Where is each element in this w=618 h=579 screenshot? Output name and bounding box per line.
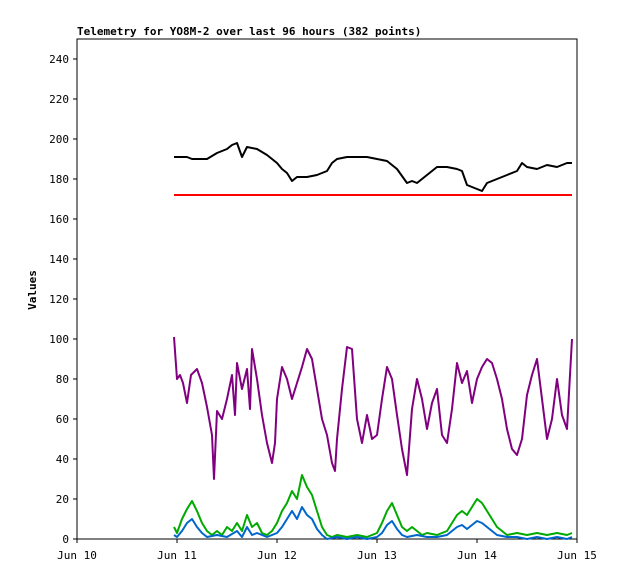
- y-tick-label: 20: [56, 493, 69, 506]
- x-tick-label: Jun 12: [257, 549, 297, 562]
- plot-area: 0 20 40 60 80 100 120 140 160 180 200 220 240 Jun 10 J…: [49, 38, 597, 562]
- y-tick-label: 120: [49, 293, 69, 306]
- x-tick-label: Jun 10: [57, 549, 97, 562]
- y-axis-label: Values: [26, 270, 39, 310]
- y-tick-label: 200: [49, 133, 69, 146]
- x-tick-label: Jun 13: [357, 549, 397, 562]
- x-tick-label: Jun 15: [557, 549, 597, 562]
- x-tick-label: Jun 11: [157, 549, 197, 562]
- y-tick-label: 140: [49, 253, 69, 266]
- y-tick-label: 80: [56, 373, 69, 386]
- y-tick-label: 60: [56, 413, 69, 426]
- y-tick-label: 220: [49, 93, 69, 106]
- y-tick-label: 160: [49, 213, 69, 226]
- series-line-3: [173, 474, 573, 538]
- chart-title: Telemetry for YO8M-2 over last 96 hours …: [77, 25, 421, 38]
- series-line-0: [174, 142, 572, 192]
- x-tick-label: Jun 14: [457, 549, 497, 562]
- plot-frame: [76, 38, 578, 540]
- y-tick-label: 40: [56, 453, 69, 466]
- y-tick-label: 180: [49, 173, 69, 186]
- y-tick-label: 240: [49, 53, 69, 66]
- y-tick-label: 100: [49, 333, 69, 346]
- y-tick-label: 0: [62, 533, 69, 546]
- series-line-4: [173, 506, 573, 540]
- series-line-2: [173, 336, 573, 480]
